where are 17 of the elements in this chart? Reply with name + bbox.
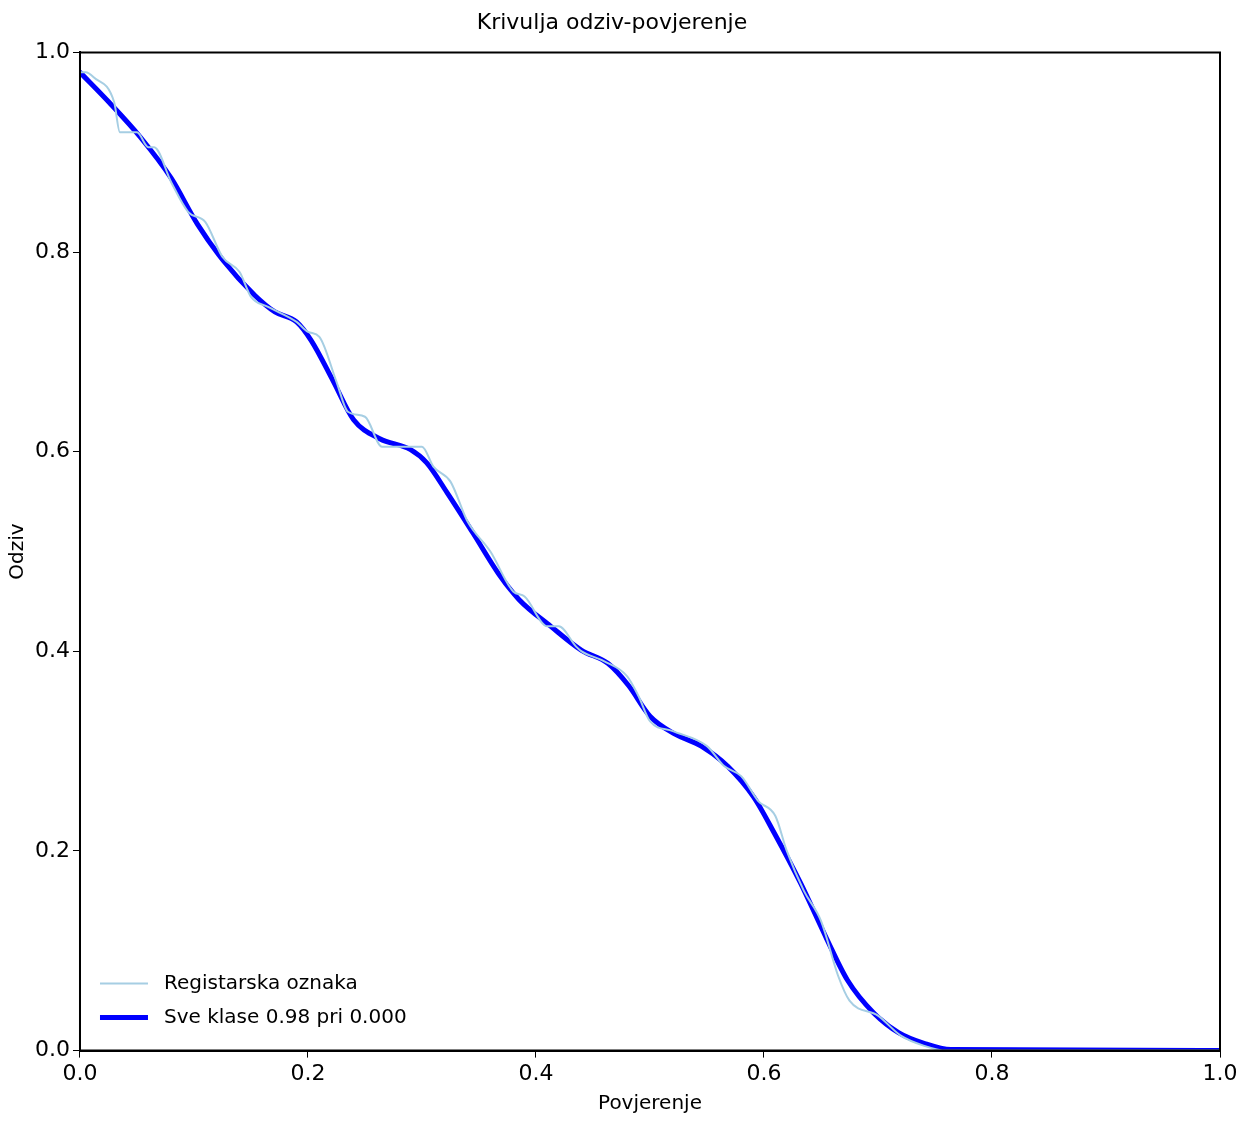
x-tick-label: 0.8 <box>974 1059 1010 1085</box>
y-tick-label: 0.2 <box>34 836 70 862</box>
chart-title: Krivulja odziv-povjerenje <box>476 8 748 34</box>
x-tick-label: 0.4 <box>518 1059 554 1085</box>
legend-label: Sve klase 0.98 pri 0.000 <box>163 1003 407 1028</box>
y-tick-label: 0.8 <box>34 237 70 263</box>
x-tick-label: 0.2 <box>290 1059 326 1085</box>
x-tick-label: 1.0 <box>1202 1059 1238 1085</box>
x-tick-label: 0.0 <box>62 1059 98 1085</box>
legend-label: Registarska oznaka <box>163 969 358 994</box>
y-tick-label: 0.0 <box>34 1036 70 1062</box>
y-tick-label: 0.6 <box>34 437 70 463</box>
x-axis-title: Povjerenje <box>598 1090 702 1115</box>
y-axis-title: Odziv <box>4 523 29 580</box>
y-tick-label: 0.4 <box>34 637 70 663</box>
y-tick-label: 1.0 <box>34 38 70 64</box>
x-tick-label: 0.6 <box>746 1059 782 1085</box>
